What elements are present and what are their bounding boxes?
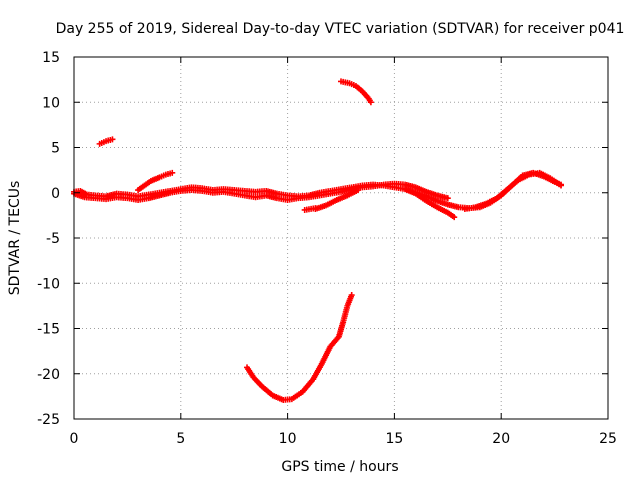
series-arc-12-dip — [312, 187, 362, 213]
data-point — [109, 136, 116, 143]
y-tick-label: -25 — [37, 412, 60, 428]
y-tick-label: 15 — [42, 50, 60, 66]
y-tick-label: -10 — [37, 276, 60, 292]
data-point — [348, 292, 355, 299]
series-arc-deep-dip — [244, 292, 355, 403]
data-point — [355, 187, 362, 194]
x-tick-label: 15 — [385, 431, 403, 447]
y-tick-label: 5 — [51, 141, 60, 157]
series-layer — [71, 78, 565, 403]
y-tick-label: 0 — [51, 186, 60, 202]
series-arc-lower-branch — [71, 180, 451, 203]
y-tick-label: -5 — [46, 231, 60, 247]
y-axis-label: SDTVAR / TECUs — [7, 181, 23, 296]
chart-title: Day 255 of 2019, Sidereal Day-to-day VTE… — [56, 21, 625, 37]
series-arc-12-5 — [338, 78, 374, 106]
y-tick-label: -20 — [37, 367, 60, 383]
y-tick-label: 10 — [42, 95, 60, 111]
series-arc-1-5 — [96, 136, 116, 147]
series-arc-11-dip — [301, 205, 319, 213]
ticks: 0 5 10 15 20 25 -25 -20 -15 -10 -5 0 5 10 15 — [37, 50, 617, 447]
x-tick-label: 25 — [599, 431, 617, 447]
y-tick-label: -15 — [37, 322, 60, 338]
data-point — [451, 214, 458, 221]
x-tick-label: 0 — [70, 431, 79, 447]
x-tick-label: 20 — [492, 431, 510, 447]
data-point — [169, 169, 176, 176]
data-point — [312, 205, 319, 212]
data-point — [558, 182, 565, 189]
x-tick-label: 5 — [176, 431, 185, 447]
series-arc-rising-0-5 — [135, 169, 176, 194]
data-point — [367, 99, 374, 106]
series-arc-diagonal-14-18 — [402, 186, 458, 221]
data-point — [444, 195, 451, 202]
series-arc-rising-18-22 — [461, 169, 565, 213]
x-axis-label: GPS time / hours — [281, 459, 398, 475]
x-tick-label: 10 — [279, 431, 297, 447]
